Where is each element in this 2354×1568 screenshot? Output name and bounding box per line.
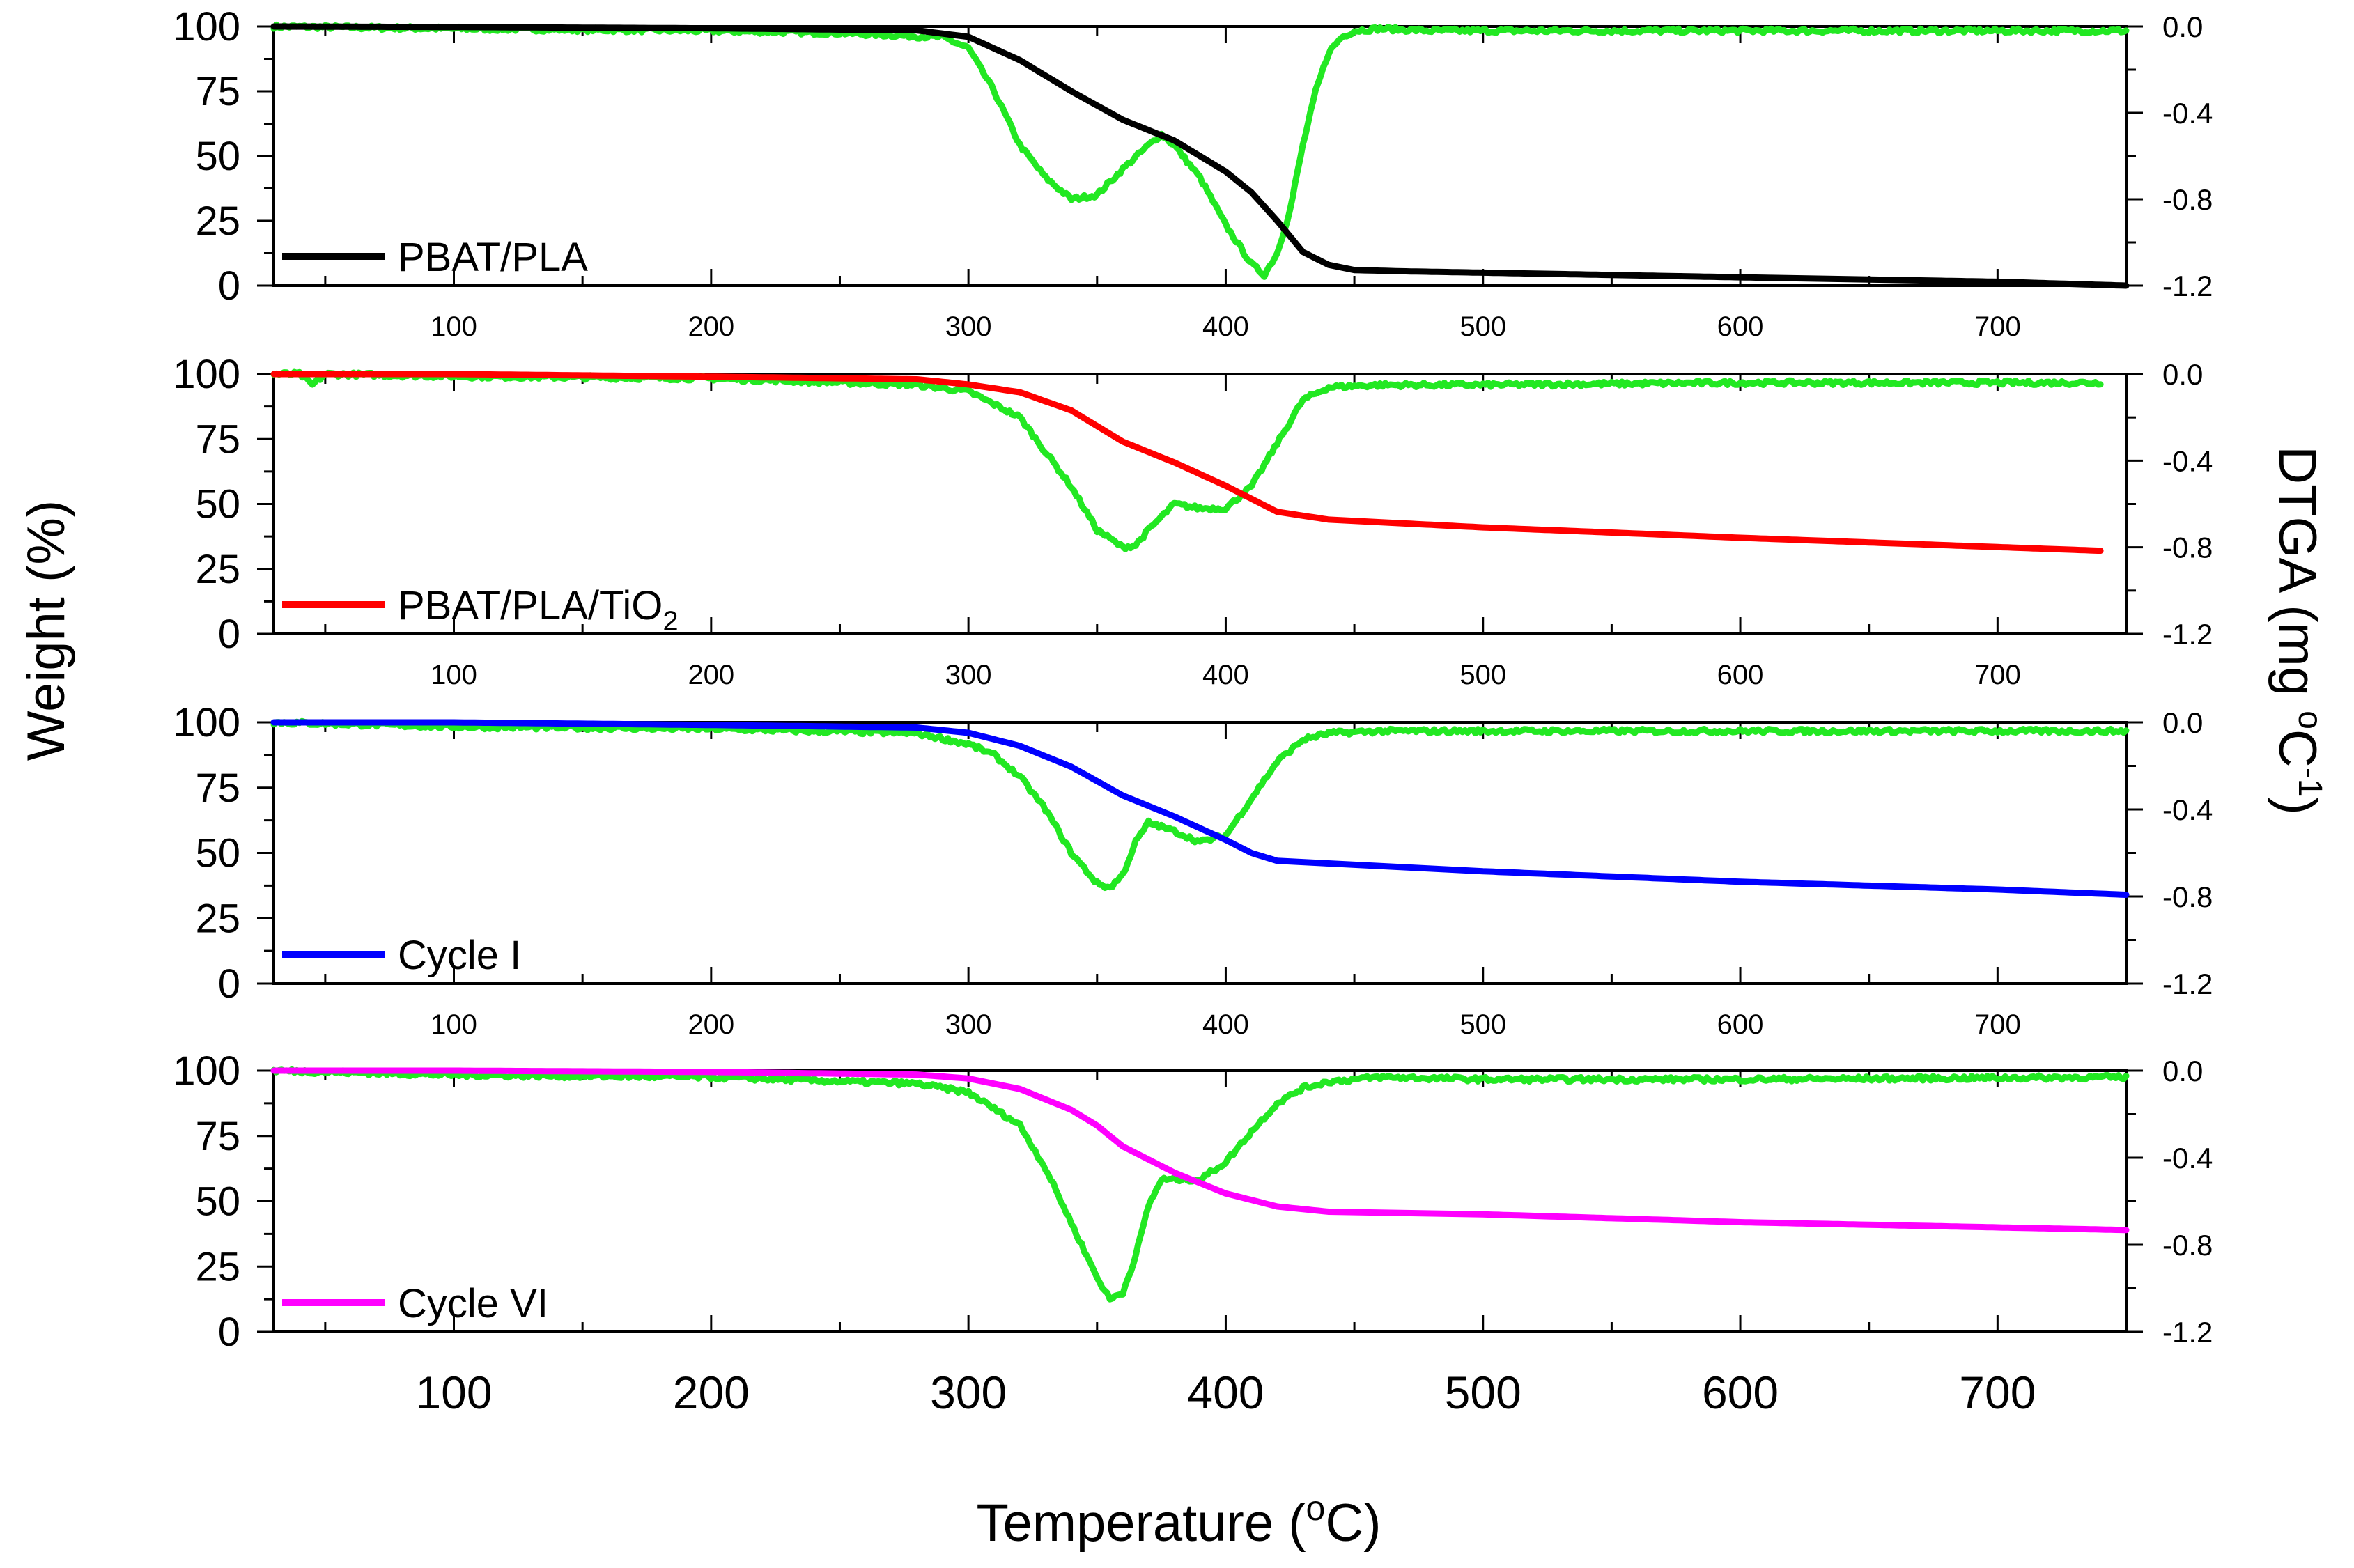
y-tick-label-right: -0.4 xyxy=(2162,444,2213,477)
x-tick-label: 100 xyxy=(431,1009,477,1040)
x-tick-label: 300 xyxy=(945,311,992,342)
y-tick-label-left: 50 xyxy=(195,482,240,527)
panel-3: 100 200 300 400 500 600 700 0 25 50 75 100 0.0 -0.4 -0… xyxy=(173,700,2213,1040)
x-tick-label: 300 xyxy=(945,660,992,690)
y-tick-label-right: 0.0 xyxy=(2162,706,2203,739)
y-axis-title-right-main: DTGA (mg xyxy=(2268,446,2327,711)
x-tick-label: 100 xyxy=(431,311,477,342)
legend-label-main: PBAT/PLA xyxy=(398,235,588,280)
dtga-series-line xyxy=(270,717,2130,891)
y-tick-label-left: 25 xyxy=(195,896,240,941)
weight-series-line xyxy=(270,1067,2130,1234)
y-tick-label-right: -0.8 xyxy=(2162,531,2213,564)
x-tick-label: 600 xyxy=(1717,311,1764,342)
panel-4: 100 200 300 400 500 600 700 0 25 50 75 100 0.0 -0.4 -0… xyxy=(173,1048,2213,1418)
x-tick-label: 200 xyxy=(688,660,734,690)
x-tick-label: 700 xyxy=(1974,660,2021,690)
y-tick-label-left: 75 xyxy=(195,766,240,811)
x-axis-title: Temperature (oC) xyxy=(976,1489,1381,1553)
x-tick-label: 500 xyxy=(1445,1367,1521,1418)
panel-2: 100 200 300 400 500 600 700 0 25 50 75 100 0.0 -0.4 -0… xyxy=(173,352,2213,690)
y-axis-title-right: DTGA (mg oC-1) xyxy=(2268,446,2328,815)
y-tick-label-right: -1.2 xyxy=(2162,618,2213,651)
y-tick-label-left: 50 xyxy=(195,1179,240,1225)
plot-frame xyxy=(272,721,2128,985)
y-tick-label-right: -0.4 xyxy=(2162,793,2213,826)
x-tick-label: 600 xyxy=(1717,1009,1764,1040)
y-tick-label-right: 0.0 xyxy=(2162,358,2203,391)
y-tick-label-right: -1.2 xyxy=(2162,968,2213,1000)
y-axis-title-right-sup1: o xyxy=(2291,711,2328,729)
x-tick-label: 700 xyxy=(1959,1367,2036,1418)
x-tick-label: 600 xyxy=(1702,1367,1779,1418)
x-tick-label: 400 xyxy=(1202,1009,1249,1040)
legend-label-main: Cycle VI xyxy=(398,1281,548,1326)
y-tick-label-left: 0 xyxy=(218,612,240,657)
x-axis-title-sup: o xyxy=(1306,1489,1326,1528)
y-tick-label-left: 25 xyxy=(195,1244,240,1289)
y-tick-label-left: 0 xyxy=(218,961,240,1007)
y-tick-label-right: 0.0 xyxy=(2162,1055,2203,1087)
x-tick-label: 100 xyxy=(431,660,477,690)
legend-label: Cycle VI xyxy=(398,1281,548,1326)
y-axis-title-right-sup2: -1 xyxy=(2291,768,2328,798)
x-tick-label: 400 xyxy=(1202,660,1249,690)
y-tick-label-left: 0 xyxy=(218,1310,240,1355)
y-tick-label-right: -0.4 xyxy=(2162,1142,2213,1174)
y-tick-label-left: 0 xyxy=(218,263,240,309)
x-tick-label: 500 xyxy=(1459,1009,1506,1040)
weight-series-line xyxy=(270,23,2130,289)
y-tick-label-left: 75 xyxy=(195,1114,240,1159)
legend-label: PBAT/PLA/TiO2 xyxy=(398,583,679,637)
y-tick-label-left: 75 xyxy=(195,417,240,462)
weight-series-line xyxy=(270,371,2104,554)
legend-label-main: Cycle I xyxy=(398,933,521,978)
x-tick-label: 200 xyxy=(688,311,734,342)
y-axis-title-left: Weight (%) xyxy=(17,500,76,761)
y-tick-label-left: 100 xyxy=(173,352,240,397)
x-tick-label: 700 xyxy=(1974,1009,2021,1040)
x-tick-label: 200 xyxy=(688,1009,734,1040)
dtga-series-line xyxy=(270,368,2104,552)
y-tick-label-left: 75 xyxy=(195,69,240,114)
x-axis-title-end: C) xyxy=(1325,1493,1381,1553)
y-tick-label-right: -0.8 xyxy=(2162,183,2213,216)
legend-label: Cycle I xyxy=(398,933,521,978)
x-tick-label: 300 xyxy=(930,1367,1007,1418)
x-tick-label: 500 xyxy=(1459,660,1506,690)
legend-label: PBAT/PLA xyxy=(398,235,588,280)
x-tick-label: 500 xyxy=(1459,311,1506,342)
y-tick-label-left: 25 xyxy=(195,199,240,244)
y-tick-label-right: -1.2 xyxy=(2162,270,2213,302)
y-tick-label-left: 50 xyxy=(195,831,240,876)
y-tick-label-right: -1.2 xyxy=(2162,1316,2213,1349)
x-tick-label: 300 xyxy=(945,1009,992,1040)
y-tick-label-right: -0.8 xyxy=(2162,1229,2213,1262)
x-axis-title-main: Temperature ( xyxy=(976,1493,1306,1553)
y-tick-label-left: 100 xyxy=(173,4,240,49)
weight-series-line xyxy=(270,719,2130,898)
x-tick-label: 700 xyxy=(1974,311,2021,342)
x-tick-label: 600 xyxy=(1717,660,1764,690)
legend-label-sub: 2 xyxy=(663,606,678,637)
x-tick-label: 200 xyxy=(673,1367,750,1418)
y-tick-label-right: 0.0 xyxy=(2162,10,2203,43)
panel-1: 100 200 300 400 500 600 700 0 25 50 75 100 0.0 -0.4 -0… xyxy=(173,4,2213,342)
y-tick-label-left: 25 xyxy=(195,547,240,592)
legend-label-main: PBAT/PLA/TiO xyxy=(398,583,663,628)
x-tick-label: 100 xyxy=(415,1367,492,1418)
y-axis-title-right-end: ) xyxy=(2268,798,2327,815)
plot-frame xyxy=(272,1069,2128,1333)
y-tick-label-left: 50 xyxy=(195,134,240,179)
y-tick-label-left: 100 xyxy=(173,700,240,745)
y-tick-label-left: 100 xyxy=(173,1048,240,1094)
y-axis-title-right-mid: C xyxy=(2268,729,2327,768)
y-tick-label-right: -0.8 xyxy=(2162,880,2213,913)
x-tick-label: 400 xyxy=(1202,311,1249,342)
y-tick-label-right: -0.4 xyxy=(2162,97,2213,130)
x-tick-label: 400 xyxy=(1187,1367,1264,1418)
